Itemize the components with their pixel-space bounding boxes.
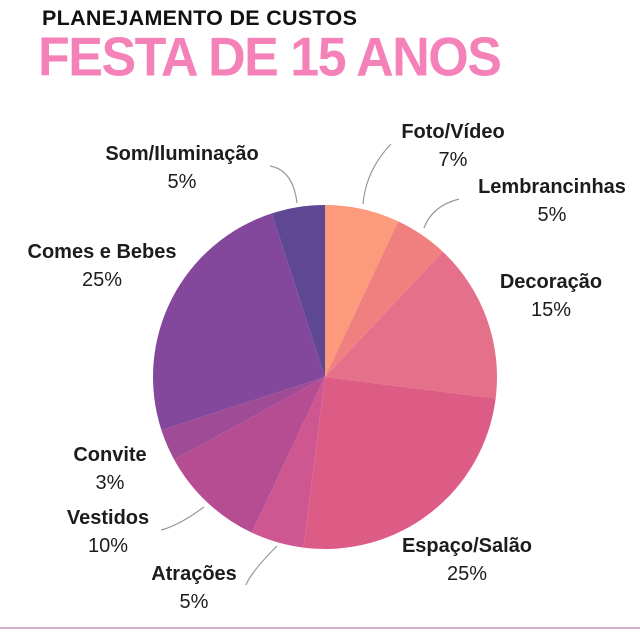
leader-line-som-iluminacao: [269, 165, 298, 204]
slice-label-convite: Convite 3%: [73, 441, 146, 497]
leader-line-foto-video: [362, 143, 392, 205]
pie-slice-espa-o-sal-o: [303, 377, 496, 549]
slice-label-comes-e-bebes: Comes e Bebes 25%: [28, 238, 177, 294]
page-title: FESTA DE 15 ANOS: [38, 27, 502, 88]
slice-label-decoracao: Decoração 15%: [500, 268, 602, 324]
pie-slice-convite: [161, 377, 325, 460]
slice-label-lembrancinhas: Lembrancinhas 5%: [478, 173, 626, 229]
slice-label-atracoes: Atrações 5%: [151, 560, 237, 616]
slice-label-foto-video: Foto/Vídeo 7%: [401, 118, 504, 174]
slice-name: Atrações: [151, 563, 237, 585]
slice-percentage: 25%: [446, 563, 488, 585]
pie-slice-vestidos: [174, 377, 325, 533]
slice-percentage: 5%: [179, 591, 209, 613]
slice-name: Espaço/Salão: [401, 535, 533, 557]
slice-name: Comes e Bebes: [27, 241, 177, 263]
slice-name: Som/Iluminação: [105, 143, 259, 165]
leader-line-vestidos: [160, 506, 205, 531]
slice-label-espaco-salao: Espaço/Salão 25%: [402, 532, 532, 588]
slice-percentage: 5%: [537, 204, 567, 226]
slice-percentage: 25%: [81, 269, 123, 291]
leader-line-lembrancinhas: [423, 198, 460, 229]
pie-slice-decora-o: [325, 251, 497, 399]
slice-percentage: 15%: [530, 299, 572, 321]
pie-slice-foto-v-deo: [325, 205, 399, 377]
leader-lines: [160, 143, 460, 586]
footer-divider-line: [0, 627, 640, 629]
pie-slice-som-ilumina-o: [271, 205, 325, 377]
pie-slice-lembrancinhas: [325, 221, 443, 377]
slice-name: Vestidos: [66, 507, 150, 529]
slice-percentage: 10%: [87, 535, 129, 557]
slice-name: Foto/Vídeo: [401, 121, 505, 143]
slice-name: Lembrancinhas: [478, 176, 626, 198]
pie-slice-comes-e-bebes: [153, 213, 325, 431]
pie-slice-atra-es: [251, 377, 325, 548]
pie-slices: [153, 205, 497, 549]
slice-name: Convite: [73, 444, 147, 466]
slice-label-som-iluminacao: Som/Iluminação 5%: [105, 140, 258, 196]
slice-name: Decoração: [499, 271, 603, 293]
slice-percentage: 3%: [95, 472, 125, 494]
slice-percentage: 7%: [438, 149, 468, 171]
leader-line-atracoes: [245, 545, 278, 586]
page-kicker-title: PLANEJAMENTO DE CUSTOS: [42, 6, 358, 30]
slice-label-vestidos: Vestidos 10%: [67, 504, 149, 560]
slice-percentage: 5%: [167, 171, 197, 193]
